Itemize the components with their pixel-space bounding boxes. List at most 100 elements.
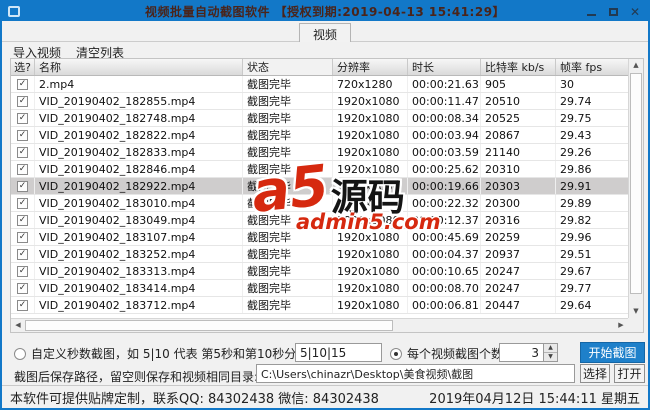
- start-screenshot-button[interactable]: 开始截图: [580, 342, 645, 363]
- open-path-button[interactable]: 打开: [614, 364, 645, 383]
- custom-seconds-input[interactable]: [295, 343, 382, 362]
- close-button[interactable]: ✕: [626, 4, 644, 20]
- cell-resolution: 1920x1080: [333, 161, 408, 177]
- checkbox-checked-icon[interactable]: [17, 214, 28, 226]
- scroll-left-icon[interactable]: ◀: [15, 321, 21, 329]
- cell-name: 2.mp4: [35, 76, 243, 92]
- horizontal-scroll-thumb[interactable]: [25, 320, 393, 331]
- cell-fps: 29.26: [560, 145, 592, 159]
- table-row[interactable]: 2.mp4 截图完毕 720x1280 00:00:21.63 905 30: [11, 76, 628, 93]
- window-controls: ✕: [582, 2, 644, 21]
- header-status[interactable]: 状态: [243, 59, 333, 75]
- per-video-count-input[interactable]: [499, 343, 544, 362]
- header-checked[interactable]: 选?: [11, 59, 35, 75]
- cell-bitrate: 20303: [481, 178, 556, 194]
- cell-name: VID_20190402_182855.mp4: [35, 93, 243, 109]
- table-row[interactable]: VID_20190402_182846.mp4 截图完毕 1920x1080 0…: [11, 161, 628, 178]
- cell-duration: 00:00:12.37: [408, 212, 481, 228]
- checkbox-checked-icon[interactable]: [17, 95, 28, 107]
- cell-duration: 00:00:25.62: [408, 161, 481, 177]
- header-name[interactable]: 名称: [35, 59, 243, 75]
- scroll-right-icon[interactable]: ▶: [618, 321, 624, 329]
- cell-status: 截图完毕: [243, 297, 333, 313]
- cell-status: 截图完毕: [243, 263, 333, 279]
- checkbox-checked-icon[interactable]: [17, 231, 28, 243]
- table-row[interactable]: VID_20190402_183414.mp4 截图完毕 1920x1080 0…: [11, 280, 628, 297]
- table-row[interactable]: VID_20190402_183010.mp4 截图完毕 1920x1080 0…: [11, 195, 628, 212]
- scroll-down-icon[interactable]: ▼: [633, 307, 639, 315]
- save-path-input[interactable]: [256, 364, 575, 383]
- table-row[interactable]: VID_20190402_183252.mp4 截图完毕 1920x1080 0…: [11, 246, 628, 263]
- cell-name: VID_20190402_182846.mp4: [35, 161, 243, 177]
- header-bitrate[interactable]: 比特率 kb/s: [481, 59, 556, 75]
- cell-status: 截图完毕: [243, 144, 333, 160]
- cell-resolution: 1920x1080: [333, 212, 408, 228]
- stepper-up-icon[interactable]: ▲: [544, 344, 557, 352]
- custom-seconds-radio[interactable]: [14, 347, 26, 360]
- table-row[interactable]: VID_20190402_182922.mp4 截图完毕 1920x1080 0…: [11, 178, 628, 195]
- table-row[interactable]: VID_20190402_183712.mp4 截图完毕 1920x1080 0…: [11, 297, 628, 314]
- per-video-radio[interactable]: [390, 347, 402, 360]
- cell-fps: 29.74: [560, 94, 592, 108]
- cell-name: VID_20190402_183107.mp4: [35, 229, 243, 245]
- table-row[interactable]: VID_20190402_182748.mp4 截图完毕 1920x1080 0…: [11, 110, 628, 127]
- scroll-up-icon[interactable]: ▲: [633, 61, 639, 69]
- cell-fps: 29.67: [560, 264, 592, 278]
- tab-video[interactable]: 视频: [298, 23, 352, 42]
- table-row[interactable]: VID_20190402_183049.mp4 截图完毕 1920x1080 0…: [11, 212, 628, 229]
- cell-duration: 00:00:08.70: [408, 280, 481, 296]
- checkbox-checked-icon[interactable]: [17, 248, 28, 260]
- checkbox-checked-icon[interactable]: [17, 180, 28, 192]
- table-row[interactable]: VID_20190402_182833.mp4 截图完毕 1920x1080 0…: [11, 144, 628, 161]
- checkbox-checked-icon[interactable]: [17, 112, 28, 124]
- row-checkbox-cell: [11, 110, 35, 126]
- scrollbar-corner: [628, 318, 643, 332]
- cell-duration: 00:00:06.81: [408, 297, 481, 313]
- cell-bitrate: 20247: [481, 280, 556, 296]
- per-video-label: 每个视频截图个数:: [407, 347, 508, 361]
- cell-bitrate: 20447: [481, 297, 556, 313]
- checkbox-checked-icon[interactable]: [17, 265, 28, 277]
- table-row[interactable]: VID_20190402_182855.mp4 截图完毕 1920x1080 0…: [11, 93, 628, 110]
- checkbox-checked-icon[interactable]: [17, 146, 28, 158]
- table-row[interactable]: VID_20190402_183313.mp4 截图完毕 1920x1080 0…: [11, 263, 628, 280]
- cell-bitrate: 20310: [481, 161, 556, 177]
- checkbox-checked-icon[interactable]: [17, 78, 28, 90]
- vertical-scroll-thumb[interactable]: [630, 73, 642, 294]
- menu-clear-list[interactable]: 清空列表: [76, 46, 125, 60]
- row-checkbox-cell: [11, 263, 35, 279]
- checkbox-checked-icon[interactable]: [17, 197, 28, 209]
- cell-status: 截图完毕: [243, 178, 333, 194]
- row-checkbox-cell: [11, 229, 35, 245]
- checkbox-checked-icon[interactable]: [17, 282, 28, 294]
- cell-fps: 29.86: [560, 162, 592, 176]
- cell-duration: 00:00:03.94: [408, 127, 481, 143]
- stepper-down-icon[interactable]: ▼: [544, 352, 557, 361]
- row-checkbox-cell: [11, 127, 35, 143]
- checkbox-checked-icon[interactable]: [17, 163, 28, 175]
- minimize-icon: [586, 13, 596, 16]
- maximize-icon: [608, 7, 618, 16]
- maximize-button[interactable]: [604, 4, 622, 20]
- cell-bitrate: 20247: [481, 263, 556, 279]
- header-fps[interactable]: 帧率 fps: [560, 61, 603, 74]
- checkbox-checked-icon[interactable]: [17, 299, 28, 311]
- minimize-button[interactable]: [582, 4, 600, 20]
- menu-import-videos[interactable]: 导入视频: [13, 46, 62, 60]
- cell-status: 截图完毕: [243, 195, 333, 211]
- table-row[interactable]: VID_20190402_182822.mp4 截图完毕 1920x1080 0…: [11, 127, 628, 144]
- horizontal-scrollbar[interactable]: ◀ ▶: [11, 318, 628, 332]
- video-table: 选? 名称 状态 分辨率 时长 比特率 kb/s 帧率 fps 2.mp4 截图…: [10, 58, 644, 333]
- cell-resolution: 1920x1080: [333, 127, 408, 143]
- header-resolution[interactable]: 分辨率: [333, 59, 408, 75]
- cell-bitrate: 20867: [481, 127, 556, 143]
- cell-duration: 00:00:19.66: [408, 178, 481, 194]
- cell-bitrate: 20525: [481, 110, 556, 126]
- select-path-button[interactable]: 选择: [580, 364, 610, 383]
- vertical-scrollbar[interactable]: ▲ ▼: [628, 59, 643, 318]
- header-duration[interactable]: 时长: [408, 59, 481, 75]
- checkbox-checked-icon[interactable]: [17, 129, 28, 141]
- table-row[interactable]: VID_20190402_183107.mp4 截图完毕 1920x1080 0…: [11, 229, 628, 246]
- cell-fps: 29.64: [560, 298, 592, 312]
